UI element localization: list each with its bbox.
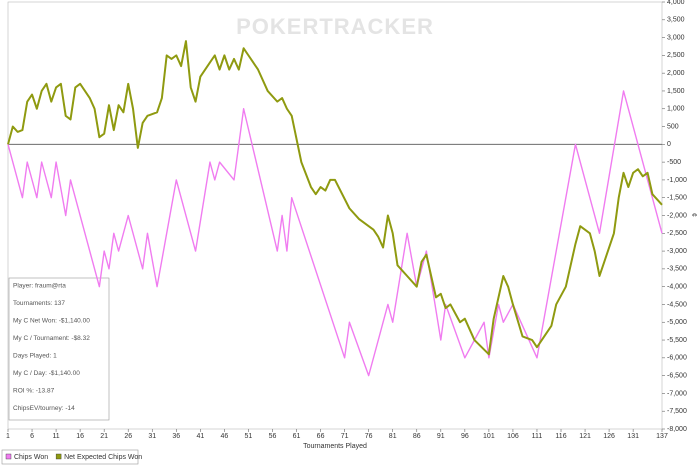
- y-tick-label: -5,500: [667, 337, 687, 344]
- x-tick-label: 86: [413, 433, 421, 440]
- x-axis-title: Tournaments Played: [303, 443, 367, 450]
- info-line: ChipsEV/tourney: -14: [13, 405, 75, 412]
- x-tick-label: 6: [30, 433, 34, 440]
- x-tick-label: 66: [317, 433, 325, 440]
- series-line: [7, 90, 663, 377]
- y-tick-label: 2,500: [667, 52, 685, 59]
- x-tick-label: 106: [507, 433, 519, 440]
- x-tick-label: 11: [52, 433, 59, 440]
- y-tick-label: 3,000: [667, 34, 685, 41]
- legend-swatch: [55, 453, 62, 460]
- x-tick-label: 16: [76, 433, 84, 440]
- info-line: My C Net Won: -$1,140.00: [13, 318, 90, 325]
- x-tick-label: 101: [483, 433, 495, 440]
- y-tick-label: -2,000: [667, 212, 687, 219]
- info-line: ROI %: -13.87: [13, 388, 55, 395]
- y-tick-label: -2,500: [667, 230, 687, 237]
- y-tick-label: -1,500: [667, 195, 687, 202]
- info-line: Player: fraum@rta: [13, 283, 66, 290]
- plot-area: [7, 1, 663, 430]
- y-tick-label: -5,000: [667, 319, 687, 326]
- y-tick-label: 500: [667, 123, 679, 130]
- x-tick-label: 41: [196, 433, 204, 440]
- x-tick-label: 56: [269, 433, 277, 440]
- legend-label: Chips Won: [14, 454, 48, 461]
- info-line: My C / Tournament: -$8.32: [13, 335, 90, 342]
- info-line: Days Played: 1: [13, 353, 57, 360]
- y-tick-label: -7,000: [667, 390, 687, 397]
- x-tick-label: 1: [6, 433, 10, 440]
- x-tick-label: 71: [341, 433, 349, 440]
- legend-swatch: [5, 453, 12, 460]
- x-tick-label: 131: [627, 433, 639, 440]
- watermark: POKERTRACKER: [236, 14, 434, 39]
- x-tick-label: 21: [100, 433, 108, 440]
- x-tick-label: 31: [148, 433, 156, 440]
- x-tick-label: 46: [220, 433, 228, 440]
- y-tick-label: -6,500: [667, 372, 687, 379]
- x-tick-label: 121: [579, 433, 591, 440]
- x-tick-label: 91: [437, 433, 445, 440]
- y-tick-label: -4,500: [667, 301, 687, 308]
- y-axis-title: ¢: [690, 213, 697, 217]
- y-tick-label: 1,000: [667, 106, 685, 113]
- x-tick-label: 26: [124, 433, 132, 440]
- info-line: My C / Day: -$1,140.00: [13, 370, 80, 377]
- y-tick-label: 0: [667, 141, 671, 148]
- y-tick-label: -7,500: [667, 408, 687, 415]
- x-tick-label: 51: [245, 433, 253, 440]
- info-box: [8, 277, 110, 421]
- legend: [1, 449, 139, 465]
- y-tick-label: 1,500: [667, 88, 685, 95]
- series-line: [7, 40, 663, 356]
- x-tick-label: 61: [293, 433, 301, 440]
- y-tick-label: -3,500: [667, 266, 687, 273]
- y-tick-label: -3,000: [667, 248, 687, 255]
- legend-label: Net Expected Chips Won: [64, 454, 142, 461]
- x-tick-label: 36: [172, 433, 180, 440]
- x-tick-label: 126: [603, 433, 615, 440]
- info-line: Tournaments: 137: [13, 300, 65, 307]
- y-tick-label: -8,000: [667, 426, 687, 433]
- y-tick-label: 3,500: [667, 17, 685, 24]
- x-tick-label: 111: [532, 433, 543, 440]
- x-tick-label: 137: [656, 433, 668, 440]
- x-tick-label: 81: [389, 433, 397, 440]
- y-tick-label: 2,000: [667, 70, 685, 77]
- x-tick-label: 76: [365, 433, 373, 440]
- y-tick-label: -1,000: [667, 177, 687, 184]
- y-tick-label: -4,000: [667, 284, 687, 291]
- y-tick-label: -500: [667, 159, 681, 166]
- y-tick-label: -6,000: [667, 355, 687, 362]
- y-tick-label: 4,000: [667, 0, 685, 6]
- x-tick-label: 116: [555, 433, 566, 440]
- x-tick-label: 96: [461, 433, 469, 440]
